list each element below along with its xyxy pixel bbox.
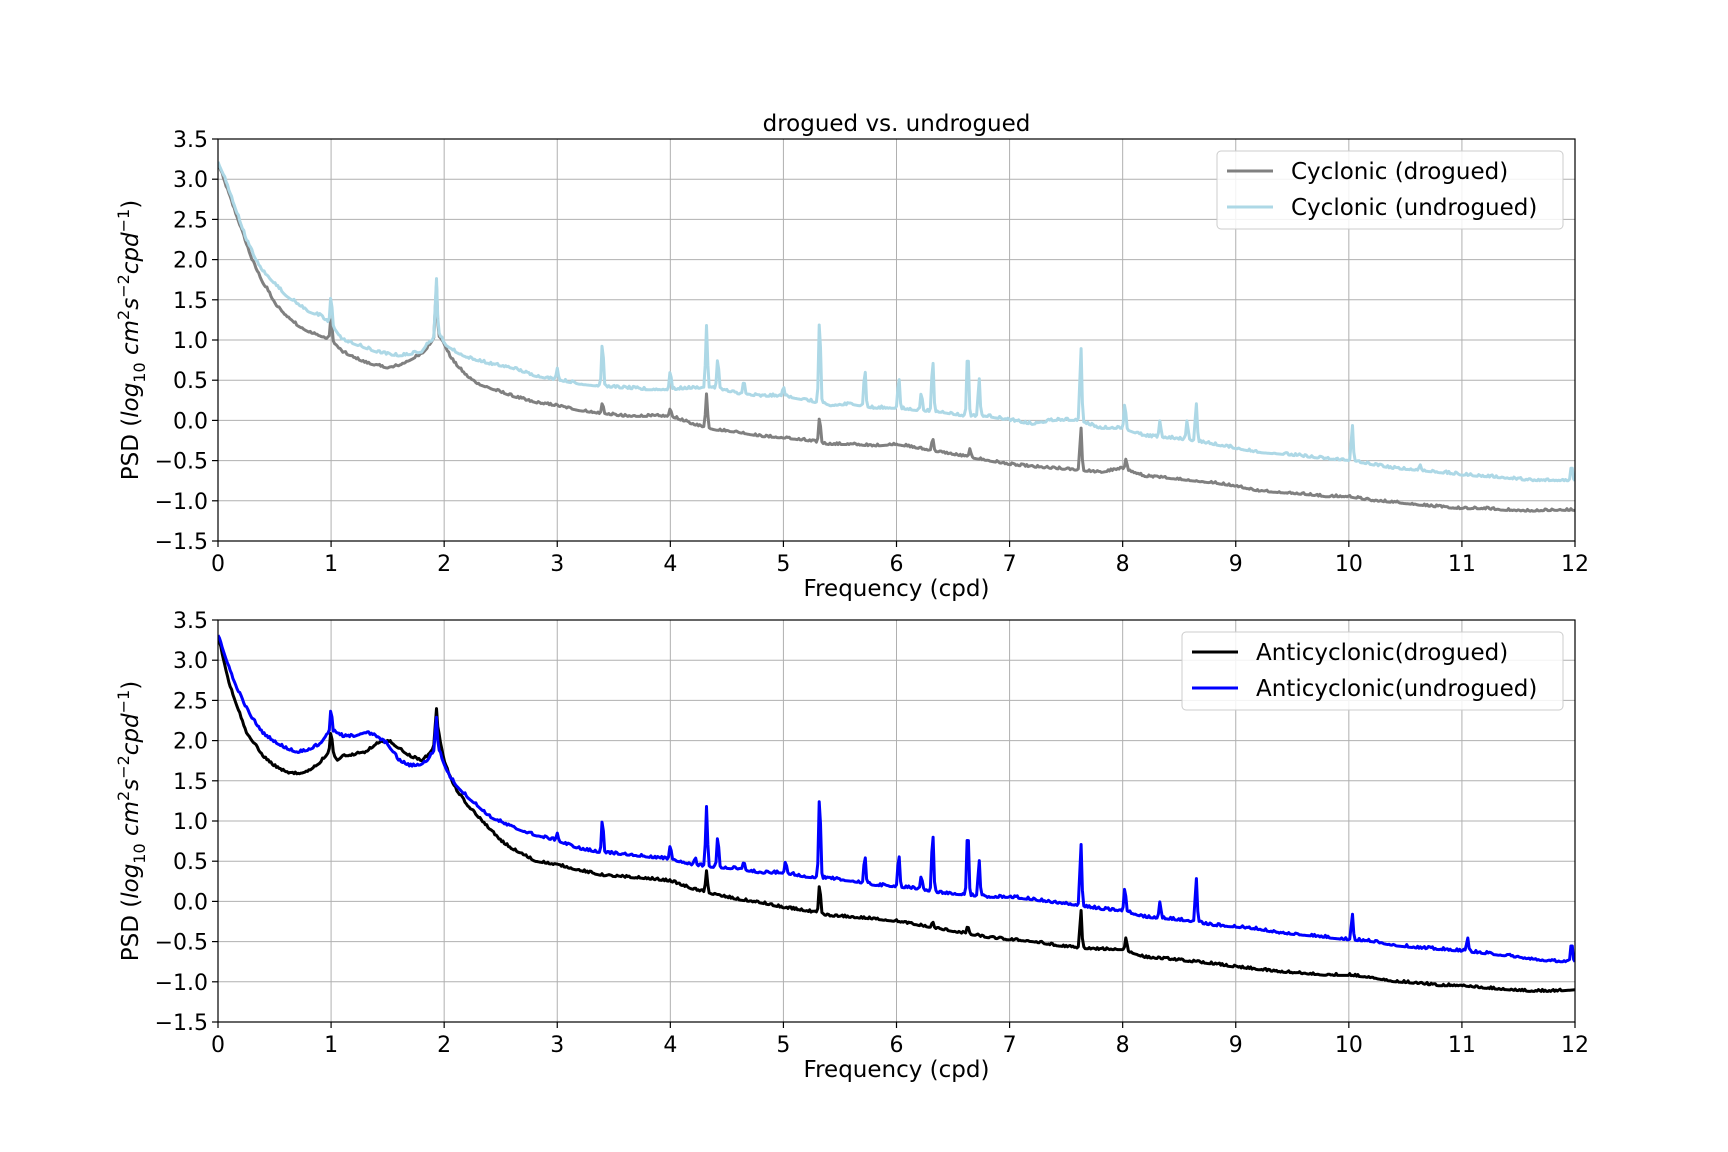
legend-entry-label: Cyclonic (undrogued): [1291, 195, 1537, 221]
y-tick-label: 2.5: [173, 689, 208, 714]
x-tick-label: 8: [1116, 1033, 1130, 1058]
bottom-panel: 0 1 2 3 4 5 6 7 8 9 10 11 12−1.5−1.0−0.50.00.51.01.5…: [114, 609, 1589, 1083]
x-tick-label: 12: [1561, 552, 1589, 577]
y-tick-label: 1.0: [173, 810, 208, 835]
x-tick-label: 0: [211, 552, 225, 577]
y-axis-label: PSD (log10 cm2s−2cpd−1): [114, 681, 149, 961]
series-line-anticyclonic-undrogued-: [218, 634, 1575, 964]
x-tick-label: 3: [550, 1033, 564, 1058]
x-tick-label: 7: [1003, 552, 1017, 577]
y-tick-label: −1.0: [155, 490, 208, 515]
x-tick-label: 4: [663, 1033, 677, 1058]
legend: Anticyclonic(drogued) Anticyclonic(undrog…: [1181, 631, 1564, 711]
x-tick-label: 0: [211, 1033, 225, 1058]
x-tick-label: 10: [1335, 1033, 1363, 1058]
x-tick-label: 2: [437, 1033, 451, 1058]
y-tick-label: 2.5: [173, 208, 208, 233]
x-tick-label: 2: [437, 552, 451, 577]
x-tick-label: 9: [1229, 552, 1243, 577]
x-tick-label: 3: [550, 552, 564, 577]
y-tick-label: 2.0: [173, 249, 208, 274]
y-tick-label: 3.5: [173, 609, 208, 634]
x-tick-label: 5: [776, 1033, 790, 1058]
y-tick-label: 3.5: [173, 128, 208, 153]
y-tick-label: 1.5: [173, 289, 208, 314]
legend: Cyclonic (drogued) Cyclonic (undrogued): [1216, 150, 1564, 230]
series-line-anticyclonic-drogued-: [218, 635, 1575, 993]
x-tick-label: 5: [776, 552, 790, 577]
x-tick-label: 7: [1003, 1033, 1017, 1058]
series-line-cyclonic-undrogued-: [218, 161, 1575, 483]
y-tick-label: 1.5: [173, 770, 208, 795]
x-tick-label: 8: [1116, 552, 1130, 577]
y-tick-label: −0.5: [155, 931, 208, 956]
x-tick-label: 12: [1561, 1033, 1589, 1058]
y-tick-label: 3.0: [173, 649, 208, 674]
y-tick-label: 0.5: [173, 850, 208, 875]
y-tick-label: −0.5: [155, 450, 208, 475]
y-tick-label: 0.0: [173, 409, 208, 434]
y-tick-label: −1.0: [155, 971, 208, 996]
y-tick-label: 0.0: [173, 890, 208, 915]
x-tick-label: 11: [1448, 1033, 1476, 1058]
y-tick-label: 1.0: [173, 329, 208, 354]
x-tick-label: 1: [324, 552, 338, 577]
top-panel: 0 1 2 3 4 5 6 7 8 9 10 11 12−1.5−1.0−0.50.00.51.01.5…: [114, 111, 1589, 602]
y-tick-label: −1.5: [155, 530, 208, 555]
y-tick-label: 2.0: [173, 730, 208, 755]
x-tick-label: 6: [890, 1033, 904, 1058]
x-axis-label: Frequency (cpd): [804, 576, 990, 602]
y-tick-label: 3.0: [173, 168, 208, 193]
legend-box: [1181, 631, 1564, 711]
x-tick-label: 1: [324, 1033, 338, 1058]
x-tick-label: 11: [1448, 552, 1476, 577]
legend-entry-label: Anticyclonic(drogued): [1256, 640, 1508, 666]
y-axis-label: PSD (log10 cm2s−2cpd−1): [114, 200, 149, 480]
x-axis-label: Frequency (cpd): [804, 1057, 990, 1083]
x-tick-label: 6: [890, 552, 904, 577]
x-tick-label: 4: [663, 552, 677, 577]
legend-entry-label: Cyclonic (drogued): [1291, 159, 1508, 185]
legend-box: [1216, 150, 1564, 230]
chart-title: drogued vs. undrogued: [763, 111, 1031, 137]
x-tick-label: 9: [1229, 1033, 1243, 1058]
x-tick-label: 10: [1335, 552, 1363, 577]
y-tick-label: 0.5: [173, 369, 208, 394]
y-tick-label: −1.5: [155, 1011, 208, 1036]
legend-entry-label: Anticyclonic(undrogued): [1256, 676, 1537, 702]
